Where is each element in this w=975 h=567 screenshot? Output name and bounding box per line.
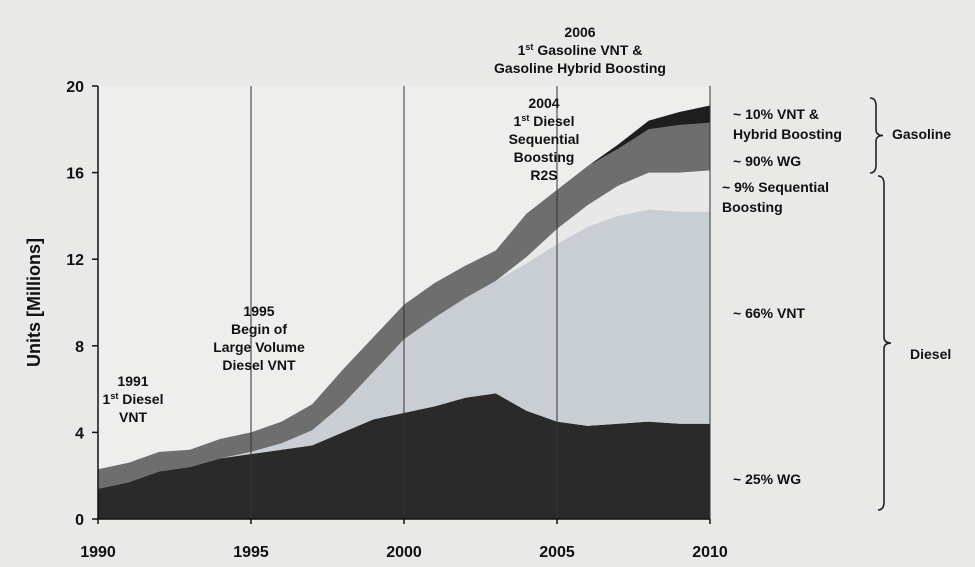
y-tick-label: 20	[66, 79, 84, 96]
event-annotation-1991-line: VNT	[119, 409, 147, 425]
event-annotation-2004-line: R2S	[530, 167, 557, 183]
event-annotation-2006-line: 1st Gasoline VNT &	[518, 42, 643, 58]
event-annotation-1991-line: 1991	[117, 373, 148, 389]
event-annotation-1995-line: Large Volume	[213, 339, 305, 355]
share-label-1: ~ 10% VNT & Hybrid Boosting	[733, 106, 842, 142]
share-label-3-line: ~ 9% Sequential	[722, 179, 829, 195]
y-tick-label: 0	[75, 512, 84, 529]
event-annotation-1991: 1991 1st Diesel VNT	[103, 373, 164, 425]
group-label-gasoline: Gasoline	[892, 126, 951, 142]
y-tick-label: 12	[66, 252, 84, 269]
gasoline-bracket	[869, 97, 884, 174]
event-annotation-1995: 1995 Begin of Large Volume Diesel VNT	[213, 303, 305, 373]
y-tick-label: 4	[75, 425, 84, 442]
x-tick-label: 1995	[233, 544, 269, 561]
group-label-diesel: Diesel	[910, 346, 951, 362]
share-label-2-line: ~ 90% WG	[733, 153, 801, 169]
event-annotation-1995-line: Begin of	[231, 321, 287, 337]
x-tick-label: 2005	[539, 544, 575, 561]
share-label-1-line: ~ 10% VNT &	[733, 106, 819, 122]
share-label-5: ~ 25% WG	[733, 471, 801, 487]
event-annotation-2004-line: Boosting	[514, 149, 575, 165]
area-series-3	[98, 170, 710, 489]
event-annotation-2006-line: Gasoline Hybrid Boosting	[494, 60, 666, 76]
event-annotation-2004-line: 1st Diesel	[514, 113, 575, 129]
event-annotation-2004: 2004 1st Diesel Sequential Boosting R2S	[509, 95, 580, 183]
diesel-bracket	[877, 175, 892, 511]
x-tick-label: 2000	[386, 544, 422, 561]
share-label-4: ~ 66% VNT	[733, 305, 805, 321]
share-label-1-line: Hybrid Boosting	[733, 126, 842, 142]
x-tick-label: 1990	[80, 544, 116, 561]
event-annotation-2006-line: 2006	[564, 24, 595, 40]
share-label-5-line: ~ 25% WG	[733, 471, 801, 487]
y-tick-label: 16	[66, 166, 84, 183]
event-annotation-1995-line: 1995	[243, 303, 274, 319]
share-label-4-line: ~ 66% VNT	[733, 305, 805, 321]
event-annotation-2004-line: Sequential	[509, 131, 580, 147]
share-label-3-line: Boosting	[722, 199, 783, 215]
share-label-3: ~ 9% Sequential Boosting	[722, 179, 829, 215]
event-annotation-2004-line: 2004	[528, 95, 559, 111]
x-tick-label: 2010	[692, 544, 728, 561]
event-annotation-1991-line: 1st Diesel	[103, 391, 164, 407]
event-annotation-1995-line: Diesel VNT	[222, 357, 296, 373]
y-tick-label: 8	[75, 339, 84, 356]
event-annotation-2006: 2006 1st Gasoline VNT & Gasoline Hybrid Bo…	[494, 24, 666, 76]
share-label-2: ~ 90% WG	[733, 153, 801, 169]
y-axis-label: Units [Millions]	[24, 238, 44, 367]
